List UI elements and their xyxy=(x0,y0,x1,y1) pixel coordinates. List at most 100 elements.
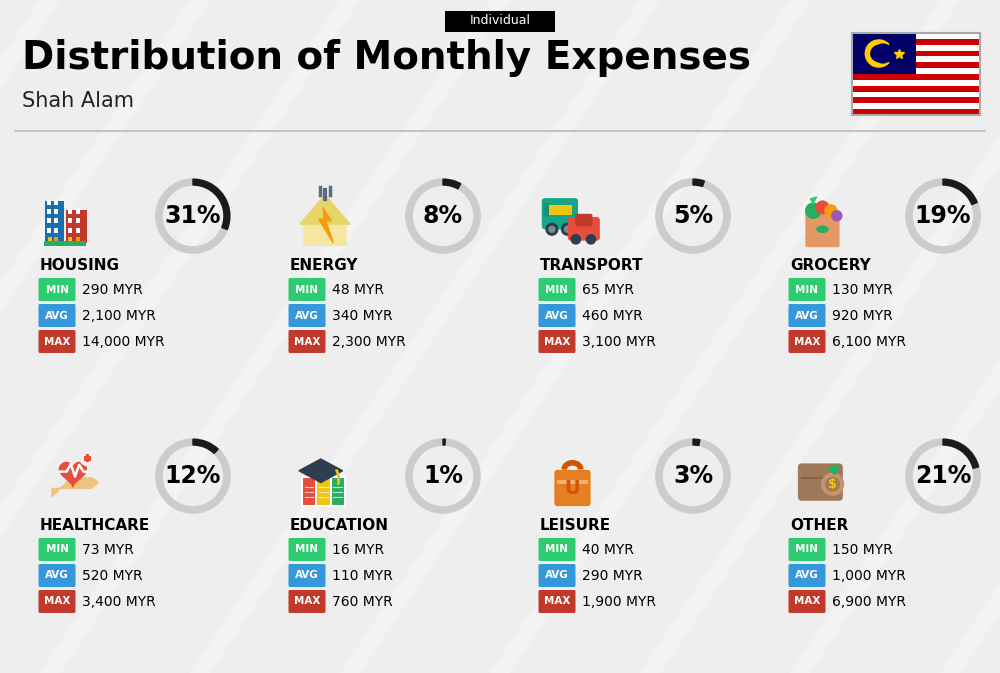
Text: AVG: AVG xyxy=(795,310,819,320)
FancyBboxPatch shape xyxy=(556,205,564,215)
FancyBboxPatch shape xyxy=(789,304,826,327)
FancyBboxPatch shape xyxy=(852,44,980,50)
Text: 150 MYR: 150 MYR xyxy=(832,542,893,557)
Text: 5%: 5% xyxy=(673,204,713,228)
Circle shape xyxy=(571,235,580,244)
Text: AVG: AVG xyxy=(295,310,319,320)
FancyBboxPatch shape xyxy=(76,227,80,233)
Text: MIN: MIN xyxy=(546,544,568,555)
Text: MIN: MIN xyxy=(296,285,318,295)
Text: 460 MYR: 460 MYR xyxy=(582,308,643,322)
Text: Individual: Individual xyxy=(470,15,530,28)
Text: 1,000 MYR: 1,000 MYR xyxy=(832,569,906,583)
FancyBboxPatch shape xyxy=(575,214,593,226)
Text: MAX: MAX xyxy=(794,596,820,606)
FancyBboxPatch shape xyxy=(54,209,58,214)
FancyBboxPatch shape xyxy=(47,218,51,223)
Wedge shape xyxy=(693,179,704,186)
Text: 290 MYR: 290 MYR xyxy=(582,569,643,583)
Ellipse shape xyxy=(816,225,829,233)
FancyBboxPatch shape xyxy=(288,590,326,613)
FancyBboxPatch shape xyxy=(852,50,980,57)
FancyBboxPatch shape xyxy=(54,200,58,205)
Text: 14,000 MYR: 14,000 MYR xyxy=(82,334,165,349)
Text: MIN: MIN xyxy=(796,285,818,295)
Wedge shape xyxy=(693,439,700,446)
FancyBboxPatch shape xyxy=(86,454,89,462)
Circle shape xyxy=(816,201,829,214)
FancyBboxPatch shape xyxy=(539,590,576,613)
FancyBboxPatch shape xyxy=(38,590,76,613)
Text: MAX: MAX xyxy=(44,596,70,606)
FancyBboxPatch shape xyxy=(316,477,331,506)
Wedge shape xyxy=(443,439,445,445)
FancyBboxPatch shape xyxy=(852,74,980,80)
Text: AVG: AVG xyxy=(295,571,319,581)
FancyBboxPatch shape xyxy=(38,564,76,587)
FancyBboxPatch shape xyxy=(445,11,555,32)
Circle shape xyxy=(564,226,570,232)
Text: 340 MYR: 340 MYR xyxy=(332,308,393,322)
Polygon shape xyxy=(299,459,343,483)
Text: AVG: AVG xyxy=(545,310,569,320)
Text: TRANSPORT: TRANSPORT xyxy=(540,258,644,273)
FancyBboxPatch shape xyxy=(539,538,576,561)
FancyBboxPatch shape xyxy=(302,477,317,506)
FancyBboxPatch shape xyxy=(852,92,980,98)
FancyBboxPatch shape xyxy=(539,304,576,327)
Text: 1%: 1% xyxy=(423,464,463,488)
Text: 8%: 8% xyxy=(423,204,463,228)
Text: Shah Alam: Shah Alam xyxy=(22,91,134,111)
Text: 6,900 MYR: 6,900 MYR xyxy=(832,594,906,608)
Text: MIN: MIN xyxy=(46,544,68,555)
FancyBboxPatch shape xyxy=(852,39,980,44)
Text: 290 MYR: 290 MYR xyxy=(82,283,143,297)
Text: MAX: MAX xyxy=(794,336,820,347)
Circle shape xyxy=(806,203,821,218)
FancyBboxPatch shape xyxy=(68,218,72,223)
Wedge shape xyxy=(193,439,218,454)
FancyBboxPatch shape xyxy=(68,227,72,233)
Text: AVG: AVG xyxy=(45,571,69,581)
Text: 760 MYR: 760 MYR xyxy=(332,594,393,608)
FancyBboxPatch shape xyxy=(76,209,80,214)
FancyBboxPatch shape xyxy=(76,237,80,243)
Text: MIN: MIN xyxy=(546,285,568,295)
FancyBboxPatch shape xyxy=(38,330,76,353)
FancyBboxPatch shape xyxy=(66,209,87,243)
FancyBboxPatch shape xyxy=(852,68,980,74)
FancyBboxPatch shape xyxy=(38,538,76,561)
Text: $: $ xyxy=(828,478,837,491)
Text: Distribution of Monthly Expenses: Distribution of Monthly Expenses xyxy=(22,39,751,77)
Text: ENERGY: ENERGY xyxy=(290,258,358,273)
Polygon shape xyxy=(300,194,350,224)
Text: 21%: 21% xyxy=(915,464,971,488)
FancyBboxPatch shape xyxy=(544,203,549,217)
Text: 3%: 3% xyxy=(673,464,713,488)
Text: AVG: AVG xyxy=(545,571,569,581)
FancyBboxPatch shape xyxy=(45,201,64,243)
Text: 65 MYR: 65 MYR xyxy=(582,283,634,297)
FancyBboxPatch shape xyxy=(798,464,843,501)
Polygon shape xyxy=(319,207,333,243)
Text: HEALTHCARE: HEALTHCARE xyxy=(40,518,150,533)
FancyBboxPatch shape xyxy=(54,237,58,243)
Circle shape xyxy=(80,451,95,466)
FancyBboxPatch shape xyxy=(852,57,980,63)
FancyBboxPatch shape xyxy=(288,538,326,561)
Text: 73 MYR: 73 MYR xyxy=(82,542,134,557)
Text: MAX: MAX xyxy=(544,336,570,347)
FancyBboxPatch shape xyxy=(84,456,91,461)
Circle shape xyxy=(549,226,555,232)
Text: MAX: MAX xyxy=(544,596,570,606)
FancyBboxPatch shape xyxy=(288,330,326,353)
FancyBboxPatch shape xyxy=(54,227,58,233)
Text: GROCERY: GROCERY xyxy=(790,258,871,273)
FancyBboxPatch shape xyxy=(288,564,326,587)
Text: 6,100 MYR: 6,100 MYR xyxy=(832,334,906,349)
Text: 40 MYR: 40 MYR xyxy=(582,542,634,557)
FancyBboxPatch shape xyxy=(852,63,980,68)
FancyBboxPatch shape xyxy=(852,103,980,109)
Text: 48 MYR: 48 MYR xyxy=(332,283,384,297)
FancyBboxPatch shape xyxy=(47,209,51,214)
